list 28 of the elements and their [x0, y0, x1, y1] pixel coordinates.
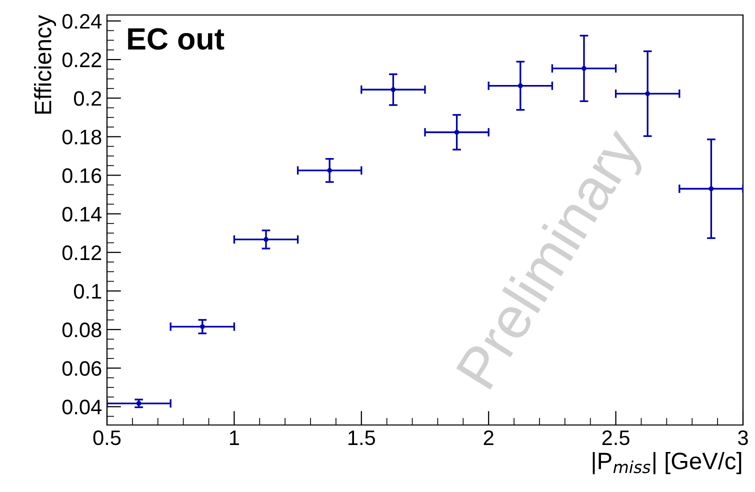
- y-tick-label: 0.04: [62, 400, 102, 414]
- y-tick-label: 0.14: [62, 206, 102, 222]
- point: [264, 237, 268, 242]
- y-tick-label: 0.22: [62, 52, 102, 68]
- y-tick-label: 0.16: [62, 168, 102, 184]
- point: [645, 91, 650, 96]
- point: [200, 324, 205, 330]
- point: [708, 186, 714, 192]
- x-tick-label: 0.5: [93, 430, 121, 446]
- chart-title: EC out: [128, 28, 224, 50]
- point: [390, 87, 396, 92]
- y-tick-label: 0.24: [62, 14, 102, 29]
- point: [327, 168, 332, 173]
- y-tick-label: 0.2: [74, 91, 102, 106]
- y-tick-label: 0.06: [62, 361, 102, 376]
- y-tick-label: 0.1: [74, 284, 102, 299]
- x-tick-label: 1: [230, 430, 239, 445]
- x-tick-label: 2.5: [602, 430, 630, 446]
- point: [582, 66, 586, 71]
- x-tick-label: 2: [484, 430, 494, 445]
- point: [518, 83, 523, 88]
- x-axis-title: |P$_{miss}$| [GeV/c]: [592, 452, 742, 474]
- y-tick-label: 0.18: [62, 130, 102, 144]
- x-tick-label: 1.5: [348, 430, 376, 446]
- y-tick-label: 0.12: [62, 245, 102, 260]
- y-tick-label: 0.08: [62, 322, 102, 338]
- y-axis-title: Efficiency: [34, 15, 56, 114]
- x-tick-label: 3: [738, 430, 748, 446]
